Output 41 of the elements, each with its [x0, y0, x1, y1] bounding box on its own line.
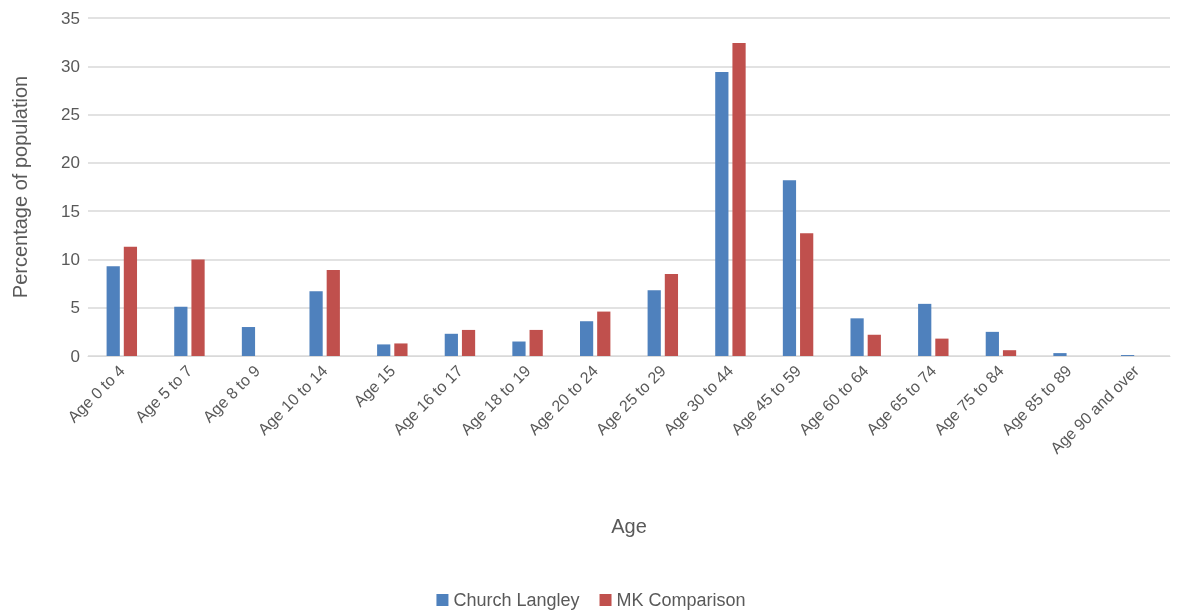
bar: [326, 270, 340, 356]
bar: [597, 311, 611, 356]
bar: [1002, 350, 1017, 356]
x-axis-title: Age: [611, 515, 647, 537]
bar: [377, 344, 391, 356]
y-tick-label: 10: [61, 249, 80, 269]
x-tick-label: Age 15: [350, 361, 399, 410]
bar: [647, 290, 661, 356]
bar: [191, 259, 205, 356]
bar: [664, 273, 679, 356]
bar: [1053, 353, 1067, 356]
bar: [106, 266, 120, 356]
bar: [123, 246, 138, 356]
bar: [715, 72, 729, 356]
bar: [241, 327, 256, 356]
bar: [309, 291, 323, 356]
y-tick-label: 20: [61, 153, 80, 173]
bar: [579, 321, 594, 356]
y-tick-label: 30: [61, 56, 80, 76]
bar: [529, 329, 543, 356]
bar: [935, 338, 949, 356]
y-tick-label: 35: [61, 8, 80, 28]
bar: [394, 343, 408, 356]
bar: [867, 334, 881, 356]
bar: [732, 43, 746, 356]
bar: [985, 331, 999, 356]
bar: [850, 318, 864, 356]
bar: [800, 233, 814, 356]
x-tick-label: Age 5 to 7: [131, 361, 196, 426]
bar: [918, 303, 932, 356]
legend-label: Church Langley: [453, 590, 580, 610]
y-tick-label: 5: [70, 298, 80, 318]
bar: [174, 306, 188, 356]
bar: [461, 329, 476, 356]
bar: [512, 341, 526, 356]
y-tick-label: 25: [61, 105, 80, 125]
bar: [444, 333, 458, 356]
y-axis-title: Percentage of population: [9, 75, 31, 299]
bar: [782, 180, 797, 356]
y-tick-label: 15: [61, 201, 80, 221]
legend-label: MK Comparison: [616, 590, 746, 610]
